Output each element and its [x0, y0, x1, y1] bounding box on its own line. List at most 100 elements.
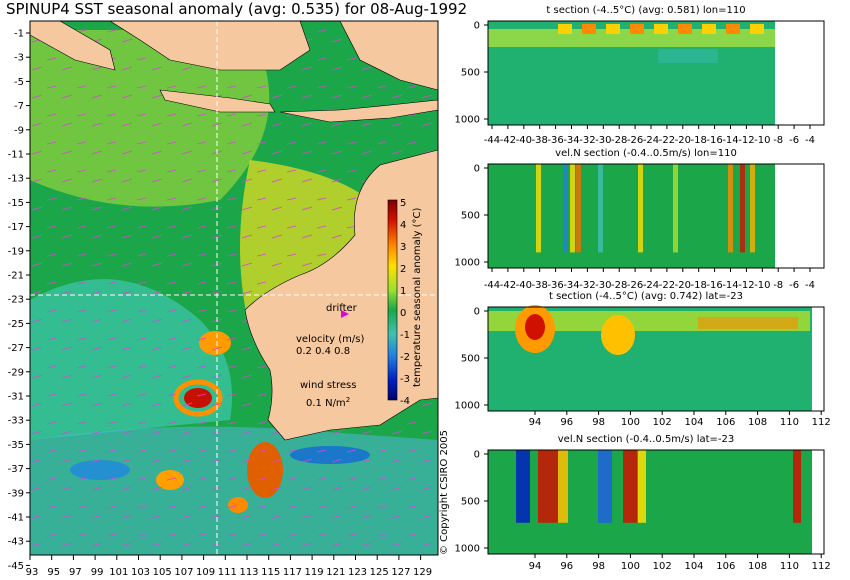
map-x-tick-label: 93 [26, 567, 39, 578]
section-panel: t section (-4..5°C) (avg: 0.742) lat=-23… [455, 291, 831, 428]
colorbar-gradient [387, 199, 398, 401]
map-y-tick-label: -11 [8, 150, 24, 161]
map-x-axis: 93 95 97 99 101 103 105 107 109 111 113 115 117 119 12… [26, 555, 432, 578]
map-y-tick-label: -31 [8, 392, 24, 403]
section-warm-patch [630, 24, 644, 34]
map-y-tick-label: -43 [8, 537, 24, 548]
section-no-data [775, 21, 824, 125]
section-x-tick-label: -42 [500, 135, 516, 146]
section-x-tick-label: -22 [659, 280, 675, 291]
section-x-tick-label: 104 [684, 417, 703, 428]
section-x-tick-label: -8 [773, 135, 783, 146]
section-x-tick-label: -40 [516, 280, 532, 291]
section-x-tick-label: 102 [653, 417, 672, 428]
section-warm-core-center [525, 314, 545, 340]
section-warm-patch [678, 24, 692, 34]
map-x-tick-label: 127 [391, 567, 410, 578]
map-x-tick-label: 111 [218, 567, 237, 578]
map-y-tick-label: -25 [8, 319, 24, 330]
colorbar-tick-label: 5 [400, 198, 406, 209]
map-x-tick-label: 95 [47, 567, 60, 578]
section-no-data [812, 307, 824, 411]
map-x-tick-label: 123 [348, 567, 367, 578]
colorbar-label: temperature seasonal anomaly (°C) [412, 208, 423, 387]
section-warm-patch [606, 24, 620, 34]
section-current-stripe [793, 450, 801, 523]
map-y-tick-label: -9 [14, 125, 24, 136]
section-x-tick-label: 106 [716, 417, 735, 428]
section-y-tick-label: 1000 [455, 258, 480, 269]
map-x-tick-label: 107 [174, 567, 193, 578]
map-y-tick-label: -17 [8, 222, 24, 233]
section-current-stripe [623, 450, 637, 523]
section-x-tick-label: -34 [563, 135, 579, 146]
section-x-tick-label: -20 [675, 135, 691, 146]
colorbar-tick-label: -3 [400, 374, 410, 385]
section-warm-patch [558, 24, 572, 34]
map-y-tick-label: -37 [8, 464, 24, 475]
map-x-tick-label: 97 [69, 567, 82, 578]
section-warm-patch [702, 24, 716, 34]
colorbar: 5 4 3 2 1 0 -1 -2 -3 -4 temperature seasonal anom… [387, 198, 423, 407]
section-y-tick-label: 500 [461, 497, 480, 508]
section-x-tick-label: 94 [529, 417, 542, 428]
section-warm-patch [582, 24, 596, 34]
map-x-tick-label: 103 [131, 567, 150, 578]
section-current-stripe [740, 164, 745, 253]
section-x-tick-label: 100 [621, 561, 640, 572]
section-x-tick-label: -14 [722, 280, 738, 291]
map-y-tick-label: -7 [14, 101, 24, 112]
section-current-stripe [673, 164, 678, 253]
map-y-tick-label: -33 [8, 416, 24, 427]
map-y-tick-label: -45 [8, 561, 24, 572]
section-field [488, 164, 824, 268]
section-y-tick-label: 1000 [455, 544, 480, 555]
map-y-axis: -1 -3 -5 -7 -9 -11 -13 -15 -17 -19 -21 -23 -25 -27 -29… [8, 29, 30, 572]
section-x-tick-label: 100 [621, 417, 640, 428]
section-panel: t section (-4..5°C) (avg: 0.581) lon=110… [455, 5, 825, 146]
sst-map [29, 20, 439, 556]
section-x-tick-label: 98 [592, 417, 605, 428]
section-current-stripe [638, 450, 646, 523]
colorbar-ticks: 5 4 3 2 1 0 -1 -2 -3 -4 [400, 198, 410, 407]
map-x-tick-label: 129 [413, 567, 432, 578]
section-x-tick-label: 110 [780, 561, 799, 572]
map-y-tick-label: -3 [14, 53, 24, 64]
section-y-tick-label: 500 [461, 211, 480, 222]
section-x-tick-label: -12 [738, 135, 754, 146]
section-x-tick-label: -16 [706, 280, 722, 291]
section-y-tick-label: 1000 [455, 115, 480, 126]
map-x-tick-label: 117 [283, 567, 302, 578]
section-y-tick-label: 1000 [455, 401, 480, 412]
map-y-tick-label: -15 [8, 198, 24, 209]
section-no-data [812, 450, 824, 554]
copyright-text: © Copyright CSIRO 2005 [439, 430, 450, 555]
section-y-tick-label: 500 [461, 68, 480, 79]
section-x-tick-label: 104 [684, 561, 703, 572]
section-current-stripe [728, 164, 733, 253]
section-warm-patch [654, 24, 668, 34]
section-current-stripe [536, 164, 541, 253]
section-x-tick-label: -10 [754, 135, 770, 146]
section-x-tick-label: -6 [789, 280, 799, 291]
section-panels: t section (-4..5°C) (avg: 0.581) lon=110… [455, 5, 831, 572]
section-x-tick-label: -14 [722, 135, 738, 146]
land-borneo [108, 20, 311, 71]
section-x-tick-label: -28 [611, 135, 627, 146]
section-x-tick-label: -4 [805, 280, 815, 291]
map-x-tick-label: 115 [261, 567, 280, 578]
map-y-tick-label: -29 [8, 367, 24, 378]
section-x-tick-label: -38 [532, 280, 548, 291]
section-x-tick-label: 96 [560, 561, 573, 572]
section-x-tick-label: 98 [592, 561, 605, 572]
section-current-stripe [750, 164, 755, 253]
section-x-tick-label: -36 [547, 280, 563, 291]
section-x-tick-label: -4 [805, 135, 815, 146]
map-x-tick-label: 109 [196, 567, 215, 578]
section-current-stripe [638, 164, 643, 253]
section-x-tick-label: 112 [812, 561, 831, 572]
section-current-stripe [538, 450, 558, 523]
section-current-stripe [570, 164, 575, 253]
colorbar-tick-label: -2 [400, 352, 410, 363]
